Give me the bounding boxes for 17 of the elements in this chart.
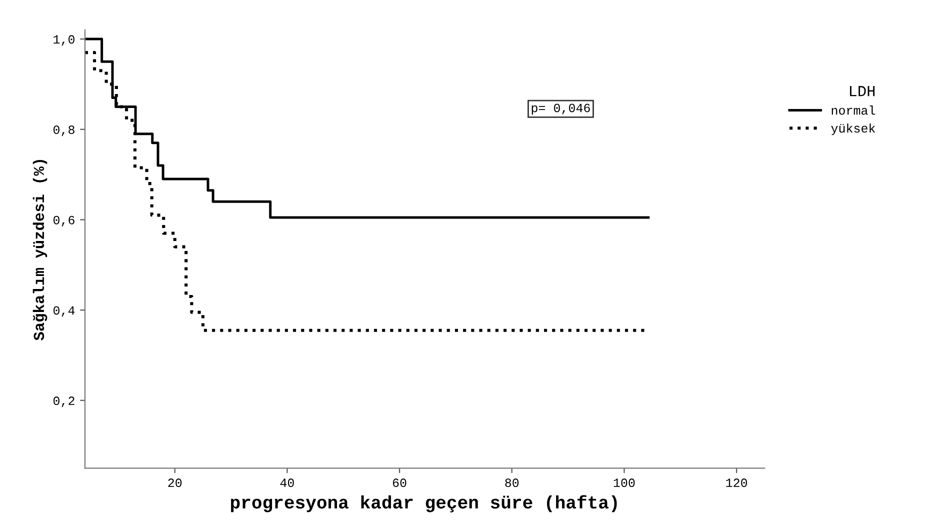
- y-axis-title: Sağkalım yüzdesi (%): [32, 160, 48, 340]
- y-tick-label: 0,2: [53, 396, 74, 408]
- legend-label: yüksek: [831, 123, 876, 136]
- x-axis-title: progresyona kadar geçen süre (hafta): [230, 495, 617, 512]
- y-tick-label: 0,8: [53, 126, 74, 136]
- x-tick-label: 80: [505, 478, 519, 488]
- y-tick-label: 0,6: [53, 216, 74, 226]
- annotation: p= 0,046: [532, 104, 590, 115]
- legend-label: normal: [832, 106, 876, 115]
- legend-title: LDH: [850, 86, 875, 96]
- x-tick-label: 20: [168, 478, 182, 488]
- x-tick-label: 60: [392, 478, 406, 488]
- y-tick-label: 1,0: [54, 35, 74, 46]
- x-tick-label: 120: [726, 478, 748, 488]
- x-tick-label: 100: [614, 478, 635, 488]
- x-tick-label: 40: [280, 478, 294, 488]
- y-tick-label: 0,4: [53, 306, 75, 317]
